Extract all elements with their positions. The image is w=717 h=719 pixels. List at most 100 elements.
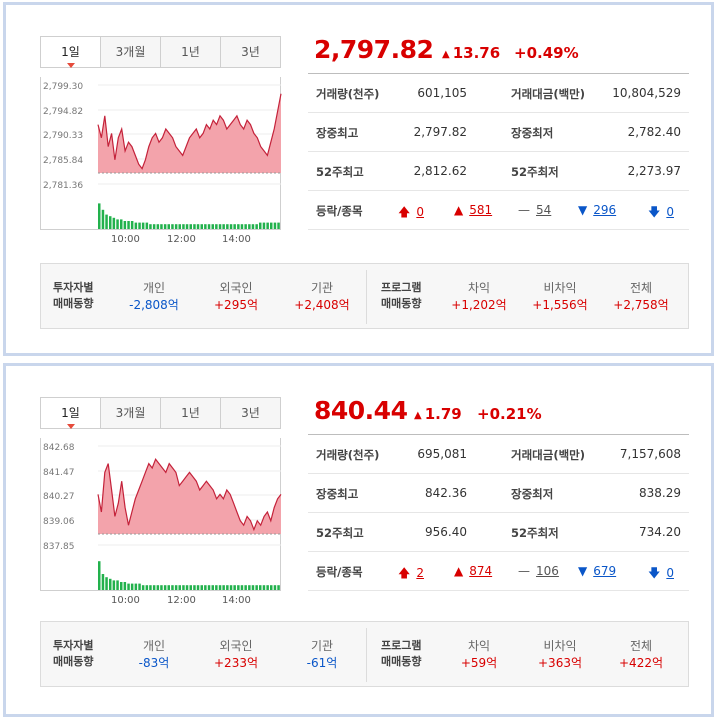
volume-bar [152, 224, 156, 229]
y-tick: 841.47 [43, 468, 75, 478]
y-tick: 840.27 [43, 492, 75, 502]
x-tick: 12:00 [167, 595, 196, 606]
lower-limit-count[interactable]: 🡇 0 [648, 205, 674, 219]
down-triangle-icon: ▼ [578, 203, 588, 217]
volume-bar [259, 222, 262, 229]
price-line [97, 93, 282, 170]
volume-bar [233, 585, 236, 590]
volume-bar [248, 224, 251, 229]
volume-bar [98, 561, 101, 590]
volume-bar [262, 222, 266, 229]
dash-icon: — [518, 203, 530, 217]
up-count[interactable]: ▲ 874 [454, 564, 493, 578]
y-tick: 2,785.84 [43, 156, 84, 166]
down-count[interactable]: ▼ 296 [578, 203, 617, 217]
volume-bar [98, 203, 101, 229]
volume-bar [229, 585, 233, 590]
unchanged-count[interactable]: —54 [518, 203, 552, 217]
stats-row: 장중최고 842.36 장중최저 838.29 [308, 474, 689, 513]
stats-table: 거래량(천주) 601,105 거래대금(백만) 10,804,529 장중최고… [308, 73, 689, 230]
individual-cell: 개인 -83억 [138, 639, 170, 670]
tab-1y[interactable]: 1년 [160, 37, 220, 67]
amount-value: 7,157,608 [619, 447, 681, 461]
upper-limit-count[interactable]: 🡅 2 [398, 566, 424, 580]
volume-label: 거래량(천주) [316, 87, 380, 101]
volume-label: 거래량(천주) [316, 448, 380, 462]
volume-bar [270, 585, 273, 590]
w52-low-label: 52주최저 [511, 165, 559, 179]
index-change-pct: +0.49% [514, 44, 579, 62]
low-value: 838.29 [639, 486, 681, 500]
volume-bar [182, 224, 185, 229]
volume-bar [130, 221, 134, 229]
intraday-chart[interactable]: 842.68 841.47 840.27 839.06 837.85 10:00… [40, 438, 282, 606]
period-tabs: 1일 3개월 1년 3년 [40, 397, 281, 429]
volume-bar [116, 219, 119, 229]
w52-high-value: 956.40 [425, 525, 467, 539]
w52-low-value: 2,273.97 [627, 164, 681, 178]
w52-high-label: 52주최고 [316, 526, 364, 540]
volume-bar [145, 585, 149, 590]
volume-bar [127, 583, 130, 590]
foreign-cell: 외국인 +295억 [214, 281, 258, 312]
volume-bar [138, 222, 141, 229]
y-tick: 839.06 [43, 517, 75, 527]
lower-limit-count[interactable]: 🡇 0 [648, 566, 674, 580]
volume-bar [196, 224, 200, 229]
w52-low-value: 734.20 [639, 525, 681, 539]
dash-icon: — [518, 564, 530, 578]
stats-row: 52주최고 956.40 52주최저 734.20 [308, 513, 689, 552]
tab-1y[interactable]: 1년 [160, 398, 220, 428]
tab-3y[interactable]: 3년 [220, 37, 280, 67]
index-change: ▲ 13.76 [442, 44, 501, 62]
arrow-down-icon: 🡇 [648, 566, 661, 580]
volume-bar [163, 224, 167, 229]
price-area [98, 459, 281, 534]
y-tick: 2,799.30 [43, 82, 84, 92]
volume-bar [248, 585, 251, 590]
x-tick: 14:00 [222, 595, 251, 606]
volume-bar [160, 585, 163, 590]
stats-row: 52주최고 2,812.62 52주최저 2,273.97 [308, 152, 689, 191]
volume-bar [222, 585, 225, 590]
stats-row: 거래량(천주) 601,105 거래대금(백만) 10,804,529 [308, 74, 689, 113]
arrow-up-icon: 🡅 [398, 566, 411, 580]
tab-3m[interactable]: 3개월 [100, 37, 160, 67]
volume-bar [112, 217, 116, 229]
arrow-down-icon: 🡇 [648, 205, 661, 219]
upper-limit-count[interactable]: 🡅 0 [398, 205, 424, 219]
institution-cell: 기관 -61억 [306, 639, 338, 670]
intraday-chart[interactable]: 2,799.30 2,794.82 2,790.33 2,785.84 2,78… [40, 77, 282, 245]
individual-cell: 개인 -2,808억 [129, 281, 179, 312]
volume-value: 601,105 [417, 86, 467, 100]
volume-bar [156, 585, 160, 590]
foreign-cell: 외국인 +233억 [214, 639, 258, 670]
volume-bar [120, 582, 123, 590]
volume-bar [218, 585, 222, 590]
volume-bar [255, 224, 258, 229]
x-tick: 14:00 [222, 234, 251, 245]
y-tick: 2,781.36 [43, 181, 84, 191]
down-count[interactable]: ▼ 679 [578, 564, 617, 578]
unchanged-count[interactable]: —106 [518, 564, 559, 578]
tab-3m[interactable]: 3개월 [100, 398, 160, 428]
amount-value: 10,804,529 [612, 86, 681, 100]
low-label: 장중최저 [511, 487, 554, 501]
up-count[interactable]: ▲ 581 [454, 203, 493, 217]
volume-bar [134, 222, 138, 229]
tab-1d[interactable]: 1일 [41, 398, 100, 429]
tab-1d[interactable]: 1일 [41, 37, 100, 68]
volume-bar [259, 585, 262, 590]
program-total-cell: 전체 +422억 [619, 639, 663, 670]
volume-bar [141, 222, 145, 229]
volume-bar [240, 224, 244, 229]
index-change: ▲ 1.79 [414, 405, 462, 423]
volume-bar [240, 585, 244, 590]
w52-high-label: 52주최고 [316, 165, 364, 179]
high-label: 장중최고 [316, 487, 359, 501]
y-tick: 2,794.82 [43, 107, 84, 117]
volume-bar [266, 585, 269, 590]
volume-bar [262, 585, 266, 590]
volume-bar [244, 224, 247, 229]
tab-3y[interactable]: 3년 [220, 398, 280, 428]
